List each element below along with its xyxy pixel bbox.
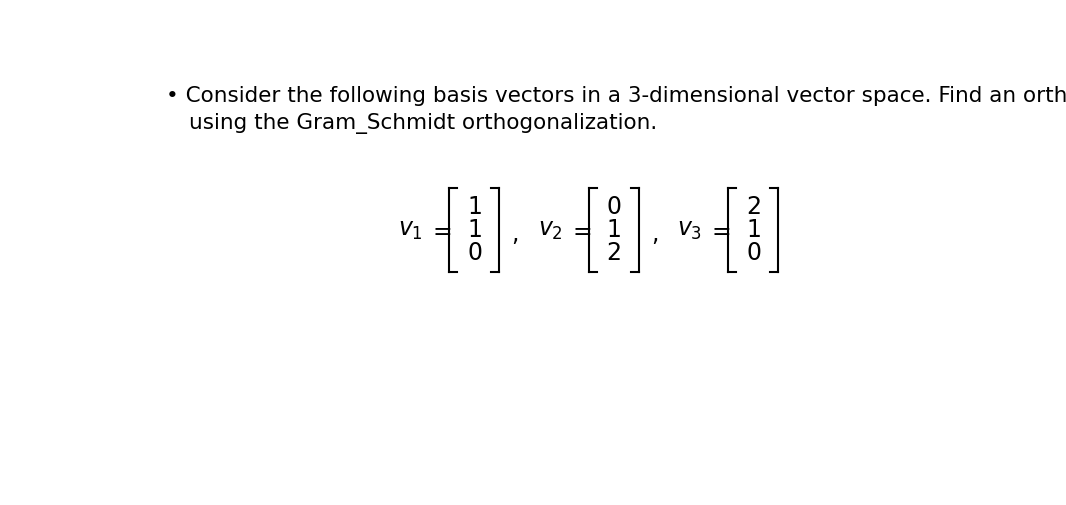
Text: $v_3$: $v_3$ <box>677 218 702 242</box>
Text: $0$: $0$ <box>745 241 761 265</box>
Text: $=$: $=$ <box>429 218 452 242</box>
Text: $=$: $=$ <box>568 218 592 242</box>
Text: $1$: $1$ <box>467 195 482 219</box>
Text: using the Gram_Schmidt orthogonalization.: using the Gram_Schmidt orthogonalization… <box>189 113 658 134</box>
Text: $v_2$: $v_2$ <box>537 218 563 242</box>
Text: $2$: $2$ <box>607 241 621 265</box>
Text: $1$: $1$ <box>607 218 621 242</box>
Text: • Consider the following basis vectors in a 3-dimensional vector space. Find an : • Consider the following basis vectors i… <box>166 86 1066 106</box>
Text: $1$: $1$ <box>746 218 761 242</box>
Text: $,$: $,$ <box>651 222 658 246</box>
Text: $v_1$: $v_1$ <box>399 218 423 242</box>
Text: $=$: $=$ <box>707 218 731 242</box>
Text: $1$: $1$ <box>467 218 482 242</box>
Text: $,$: $,$ <box>512 222 518 246</box>
Text: $2$: $2$ <box>746 195 760 219</box>
Text: $0$: $0$ <box>467 241 482 265</box>
Text: $0$: $0$ <box>607 195 621 219</box>
